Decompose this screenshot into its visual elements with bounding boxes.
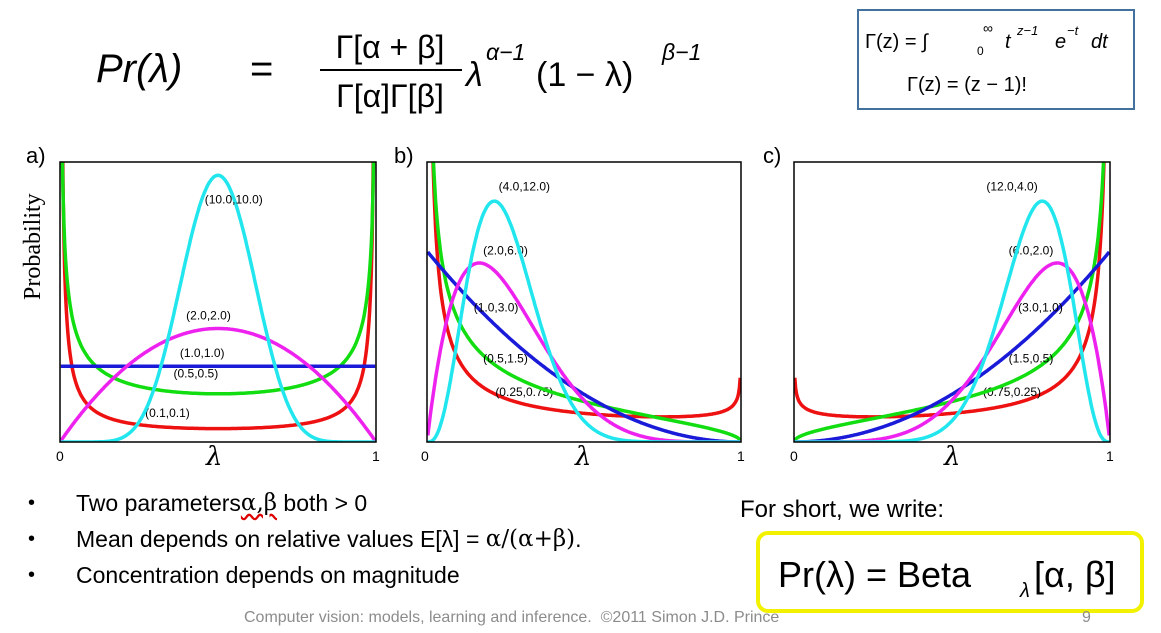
chart-panel-c: (0.75,0.25)(1.5,0.5)(3.0,1.0)(6.0,2.0)(1… <box>793 161 1111 443</box>
gamma-line2: Γ(z) = (z − 1)! <box>907 74 1027 96</box>
bullet-dot: • <box>28 491 36 514</box>
gamma-e-exp: −t <box>1067 23 1080 38</box>
beta-shorthand-lhs: Pr(λ) = Beta <box>778 554 972 595</box>
gamma-int-lower: 0 <box>977 44 984 58</box>
gamma-t-exp: z−1 <box>1016 23 1038 38</box>
gamma-dt: dt <box>1091 31 1109 53</box>
series-line-20-20 <box>60 326 376 442</box>
x-tick-1-c: 1 <box>1106 448 1114 464</box>
series-label: (1.5,0.5) <box>1009 351 1054 365</box>
series-label: (0.1,0.1) <box>145 406 190 420</box>
plot-frame <box>426 161 742 443</box>
series-line-30-10 <box>794 250 1110 442</box>
equation-lambda: λ <box>464 56 483 94</box>
x-axis-label-a: λ <box>206 442 223 472</box>
gamma-definition-box: Γ(z) = ∫ 0 ∞ t z−1 e −t dt Γ(z) = (z − 1… <box>857 9 1135 110</box>
bullet-dot: • <box>28 527 36 550</box>
series-label: (12.0,4.0) <box>986 180 1037 194</box>
bullet-2-text: Mean depends on relative values E[λ] = <box>76 525 486 552</box>
series-line-120-40 <box>794 199 1110 442</box>
series-label: (0.5,0.5) <box>174 367 219 381</box>
beta-shorthand-sub: λ <box>1019 580 1030 602</box>
x-axis-label-b: λ <box>575 442 592 472</box>
bullet-list: • Two parameters α,β both > 0 • Mean dep… <box>28 485 582 593</box>
beta-pdf-equation: Pr(λ) = Γ[α + β] Γ[α]Γ[β] λ α−1 (1 − λ) … <box>90 10 790 124</box>
series-label: (0.5,1.5) <box>483 351 528 365</box>
beta-shorthand-rhs: [α, β] <box>1034 554 1116 595</box>
equation-exp1: α−1 <box>486 39 525 65</box>
bullet-2-end: . <box>575 525 582 552</box>
series-label: (3.0,1.0) <box>1018 301 1063 315</box>
beta-shorthand-svg: Pr(λ) = Beta λ [α, β] <box>778 554 1116 602</box>
chart-panel-b: (0.25,0.75)(0.5,1.5)(1.0,3.0)(2.0,6.0)(4… <box>426 161 742 443</box>
x-tick-1-b: 1 <box>737 448 745 464</box>
bullet-item-2: • Mean depends on relative values E[λ] =… <box>28 521 582 557</box>
series-label: (0.25,0.75) <box>495 385 553 399</box>
equation-denominator: Γ[α]Γ[β] <box>336 78 444 114</box>
panel-b-label: b) <box>394 143 414 168</box>
panel-a-label: a) <box>26 143 46 168</box>
bullet-1-end: both > 0 <box>277 489 368 516</box>
page-number: 9 <box>1082 609 1091 626</box>
series-label: (2.0,2.0) <box>186 308 231 322</box>
series-line-10-30 <box>427 250 741 442</box>
bullet-item-1: • Two parameters α,β both > 0 <box>28 485 582 521</box>
series-line-01-01 <box>61 162 375 431</box>
panel-c-label: c) <box>763 143 782 168</box>
equation-lhs: Pr(λ) <box>96 47 182 91</box>
series-line-025-075 <box>431 162 741 419</box>
bullet-1-greek: α,β <box>240 490 278 516</box>
gamma-line1: Γ(z) = ∫ <box>865 31 929 53</box>
equation-paren: (1 − λ) <box>536 56 633 94</box>
plot-frame <box>793 161 1111 443</box>
equation-exp2: β−1 <box>661 39 701 65</box>
bullet-dot: • <box>28 563 36 586</box>
equation-equals: = <box>250 47 273 91</box>
series-line-40-120 <box>427 199 741 442</box>
series-label: (4.0,12.0) <box>499 180 550 194</box>
bullet-2-greek: α/(α+β) <box>485 526 576 552</box>
x-axis-label-c: λ <box>944 442 961 472</box>
beta-shorthand-box: Pr(λ) = Beta λ [α, β] <box>756 531 1144 613</box>
bullet-item-3: • Concentration depends on magnitude <box>28 557 582 593</box>
series-line-100-100 <box>60 173 376 442</box>
bullet-3-text: Concentration depends on magnitude <box>76 561 460 588</box>
x-tick-0-a: 0 <box>56 448 64 464</box>
series-label: (1.0,3.0) <box>474 301 519 315</box>
chart-panel-a: (0.1,0.1) (0.5,0.5) (1.0,1.0) (2.0,2.0) (10.… <box>59 161 377 443</box>
footer-copyright: Computer vision: models, learning and in… <box>244 609 780 626</box>
beta-pdf-equation-svg: Pr(λ) = Γ[α + β] Γ[α]Γ[β] λ α−1 (1 − λ) … <box>96 29 701 114</box>
gamma-t: t <box>1005 31 1012 53</box>
plot-frame <box>59 161 377 443</box>
series-label: (10.0,10.0) <box>205 193 263 207</box>
series-label: (1.0,1.0) <box>180 346 225 360</box>
x-tick-1-a: 1 <box>372 448 380 464</box>
gamma-int-upper: ∞ <box>983 20 993 36</box>
x-tick-0-c: 0 <box>790 448 798 464</box>
y-axis-label: Probability <box>20 193 46 300</box>
equation-numerator: Γ[α + β] <box>336 29 445 65</box>
gamma-e: e <box>1055 31 1066 53</box>
series-label: (0.75,0.25) <box>983 385 1041 399</box>
gamma-definition-svg: Γ(z) = ∫ 0 ∞ t z−1 e −t dt Γ(z) = (z − 1… <box>865 20 1109 96</box>
short-form-label: For short, we write: <box>740 496 945 523</box>
series-line-075-025 <box>794 162 1106 419</box>
x-tick-0-b: 0 <box>421 448 429 464</box>
bullet-1-text: Two parameters <box>76 489 241 516</box>
